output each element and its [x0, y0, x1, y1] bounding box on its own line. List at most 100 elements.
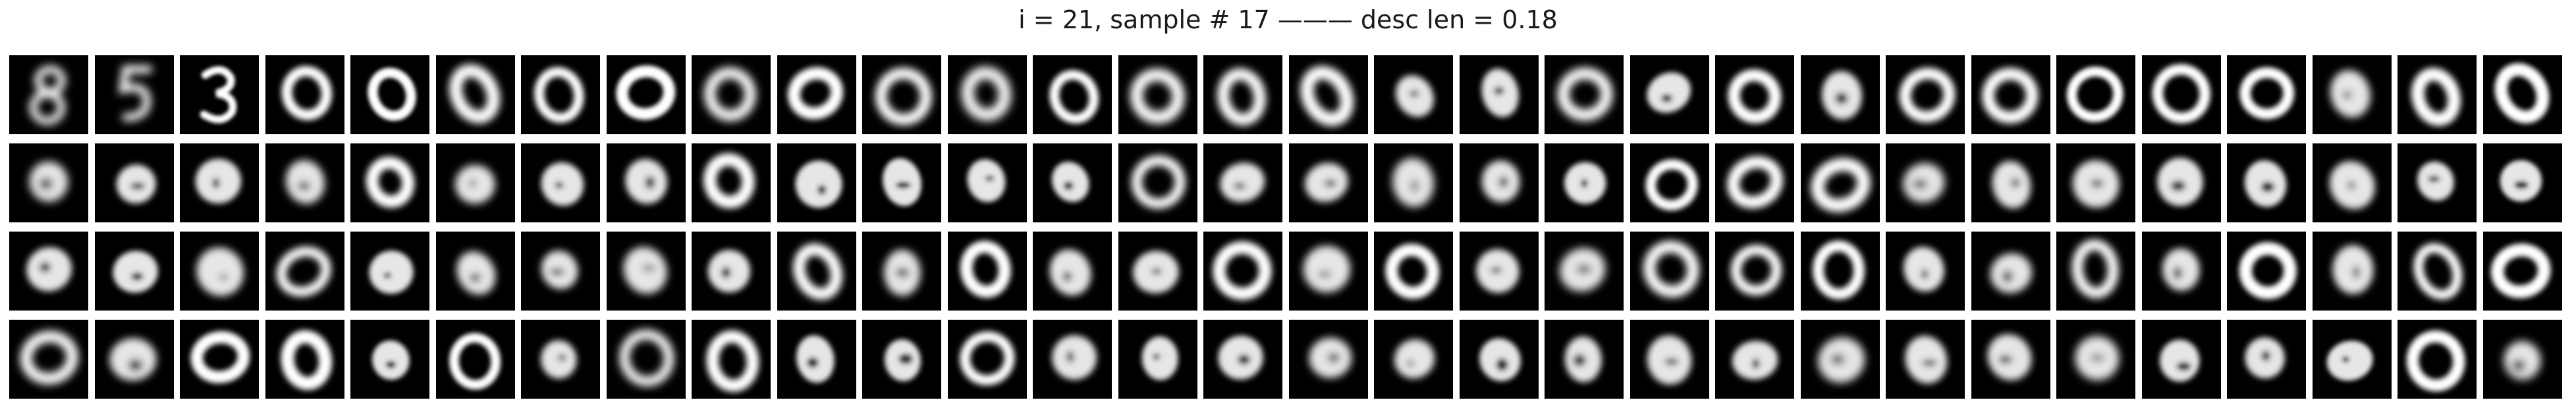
sample-tile — [1118, 320, 1197, 399]
digit-image — [94, 55, 174, 134]
digit-image — [692, 55, 771, 134]
sample-tile — [1459, 232, 1539, 311]
sample-tile — [606, 55, 686, 134]
digit-image — [1203, 55, 1282, 134]
digit-image — [606, 55, 686, 134]
digit-image — [862, 55, 941, 134]
digit-image — [947, 143, 1027, 222]
digit-image — [521, 232, 600, 311]
digit-image — [1033, 55, 1112, 134]
sample-tile — [1203, 320, 1282, 399]
sample-tile — [1545, 55, 1624, 134]
digit-image — [2482, 232, 2562, 311]
digit-image — [435, 143, 515, 222]
sample-tile — [2141, 232, 2221, 311]
sample-tile — [692, 143, 771, 222]
sample-tile — [1118, 143, 1197, 222]
sample-tile — [947, 232, 1027, 311]
digit-image — [265, 143, 344, 222]
sample-tile — [1886, 55, 1965, 134]
digit-image — [606, 232, 686, 311]
sample-tile — [1886, 143, 1965, 222]
sample-tile — [94, 320, 174, 399]
sample-tile — [2056, 143, 2135, 222]
digit-image — [2056, 320, 2135, 399]
digit-image — [2482, 55, 2562, 134]
digit-image — [350, 232, 429, 311]
sample-tile — [2141, 143, 2221, 222]
sample-tile — [1374, 55, 1453, 134]
sample-tile — [350, 320, 429, 399]
digit-image — [1033, 320, 1112, 399]
sample-tile — [1971, 143, 2050, 222]
digit-image — [692, 232, 771, 311]
digit-image — [1800, 55, 1880, 134]
sample-tile — [1630, 55, 1709, 134]
digit-image — [1886, 232, 1965, 311]
sample-tile — [777, 320, 856, 399]
digit-image — [1118, 232, 1197, 311]
digit-image — [2056, 143, 2135, 222]
digit-image — [1800, 143, 1880, 222]
digit-image — [1118, 143, 1197, 222]
sample-tile — [265, 143, 344, 222]
sample-tile — [2312, 55, 2392, 134]
digit-image — [1374, 143, 1453, 222]
digit-image — [1374, 55, 1453, 134]
digit-image — [1630, 143, 1709, 222]
sample-tile — [1715, 55, 1794, 134]
digit-image — [435, 232, 515, 311]
digit-image — [2312, 55, 2392, 134]
digit-image — [9, 320, 88, 399]
digit-image — [180, 143, 259, 222]
sample-tile — [2398, 232, 2477, 311]
sample-tile — [1374, 320, 1453, 399]
sample-tile — [2398, 55, 2477, 134]
digit-image — [1459, 143, 1539, 222]
digit-image — [180, 320, 259, 399]
digit-image — [1118, 320, 1197, 399]
digit-image — [9, 143, 88, 222]
sample-tile — [435, 143, 515, 222]
digit-image — [1630, 320, 1709, 399]
digit-image — [2398, 143, 2477, 222]
sample-tile — [1800, 55, 1880, 134]
sample-tile — [1886, 232, 1965, 311]
sample-tile — [947, 143, 1027, 222]
digit-image — [1459, 320, 1539, 399]
sample-tile — [862, 143, 941, 222]
sample-tile — [350, 55, 429, 134]
digit-image — [1886, 143, 1965, 222]
sample-tile — [1288, 320, 1368, 399]
digit-image — [2482, 320, 2562, 399]
sample-tile — [606, 320, 686, 399]
sample-tile — [1374, 143, 1453, 222]
digit-image — [692, 320, 771, 399]
sample-tile — [692, 55, 771, 134]
digit-image — [2227, 143, 2306, 222]
sample-tile — [2227, 320, 2306, 399]
sample-tile — [180, 143, 259, 222]
digit-image — [2056, 55, 2135, 134]
digit-image — [521, 55, 600, 134]
sample-tile — [2482, 232, 2562, 311]
digit-image — [1715, 55, 1794, 134]
digit-image — [2482, 143, 2562, 222]
sample-tile — [1715, 320, 1794, 399]
digit-image — [2056, 232, 2135, 311]
digit-image — [1971, 55, 2050, 134]
sample-tile — [2056, 232, 2135, 311]
sample-tile — [1118, 55, 1197, 134]
digit-image — [435, 55, 515, 134]
digit-image — [521, 143, 600, 222]
sample-tile — [265, 55, 344, 134]
sample-tile — [2482, 320, 2562, 399]
sample-tile — [862, 320, 941, 399]
digit-image — [1374, 232, 1453, 311]
digit-image — [777, 232, 856, 311]
digit-image — [350, 55, 429, 134]
sample-tile — [1630, 232, 1709, 311]
sample-image-grid — [9, 55, 2568, 399]
digit-image — [2227, 55, 2306, 134]
digit-image — [777, 55, 856, 134]
